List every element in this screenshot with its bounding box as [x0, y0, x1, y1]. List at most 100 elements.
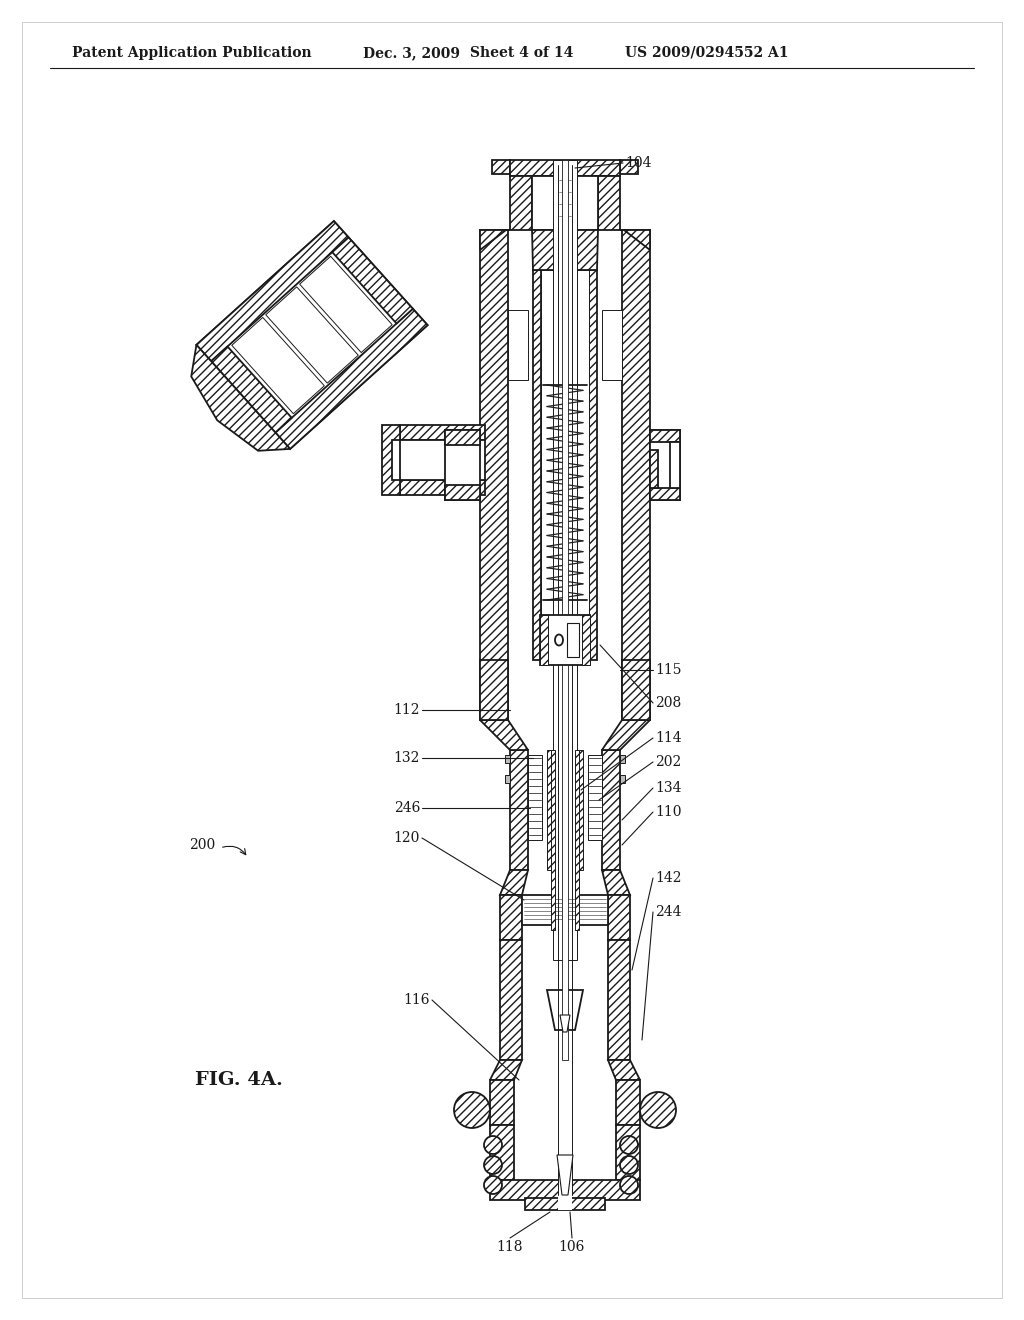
Bar — [588, 755, 602, 840]
Bar — [575, 750, 579, 931]
Bar — [505, 755, 510, 763]
Bar — [620, 755, 625, 763]
Bar — [551, 750, 555, 931]
Text: 134: 134 — [655, 781, 682, 795]
Bar — [505, 775, 510, 783]
Bar — [400, 440, 485, 480]
Bar — [620, 775, 625, 783]
Bar — [197, 220, 348, 362]
Polygon shape — [560, 1015, 570, 1032]
Text: 120: 120 — [393, 832, 420, 845]
Bar — [445, 484, 480, 500]
Text: Dec. 3, 2009: Dec. 3, 2009 — [362, 46, 460, 59]
Bar — [567, 623, 579, 657]
Bar — [532, 176, 598, 230]
Bar — [490, 1125, 514, 1180]
Bar — [542, 750, 588, 870]
Bar — [553, 160, 577, 960]
Text: US 2009/0294552 A1: US 2009/0294552 A1 — [625, 46, 788, 59]
Text: 244: 244 — [655, 906, 682, 919]
Circle shape — [454, 1092, 490, 1129]
Bar — [589, 271, 597, 660]
Polygon shape — [602, 870, 630, 895]
Text: 112: 112 — [393, 704, 420, 717]
Text: Sheet 4 of 14: Sheet 4 of 14 — [470, 46, 573, 59]
Bar — [445, 430, 480, 445]
Bar — [525, 1199, 605, 1210]
Bar — [211, 347, 292, 433]
Bar — [547, 750, 553, 870]
Text: 208: 208 — [655, 696, 681, 710]
Polygon shape — [191, 345, 290, 451]
Bar — [510, 160, 620, 176]
Bar — [492, 160, 510, 174]
Bar — [480, 660, 508, 719]
Text: 110: 110 — [655, 805, 682, 818]
Bar — [558, 165, 572, 1210]
Text: 132: 132 — [393, 751, 420, 766]
Bar — [650, 430, 680, 442]
Circle shape — [620, 1176, 638, 1195]
Polygon shape — [500, 870, 528, 895]
Bar — [332, 238, 413, 323]
Bar — [557, 165, 573, 240]
Bar — [622, 660, 650, 719]
Bar — [528, 755, 542, 840]
Circle shape — [620, 1137, 638, 1154]
Bar — [500, 895, 522, 940]
Polygon shape — [557, 1155, 573, 1195]
Polygon shape — [480, 719, 528, 750]
Bar — [445, 430, 480, 500]
Bar — [650, 488, 680, 500]
Polygon shape — [382, 425, 400, 495]
Bar — [508, 310, 528, 380]
Bar — [602, 750, 620, 870]
Bar — [582, 615, 590, 665]
Circle shape — [484, 1137, 502, 1154]
Bar — [602, 310, 622, 380]
Bar — [608, 895, 630, 940]
Text: 202: 202 — [655, 755, 681, 770]
Bar — [540, 615, 590, 665]
Polygon shape — [490, 1060, 522, 1080]
Bar — [197, 220, 428, 449]
Bar — [534, 271, 541, 660]
Bar — [608, 940, 630, 1060]
Bar — [480, 230, 508, 719]
Bar — [650, 430, 680, 500]
Circle shape — [640, 1092, 676, 1129]
Text: 142: 142 — [655, 871, 682, 884]
Ellipse shape — [555, 635, 563, 645]
Bar — [231, 317, 325, 413]
Bar — [541, 271, 589, 660]
Text: 115: 115 — [655, 663, 682, 677]
Bar — [598, 176, 620, 230]
Bar — [510, 176, 532, 230]
Bar — [616, 1125, 640, 1180]
Bar — [490, 1080, 514, 1125]
Bar — [500, 940, 522, 1060]
Polygon shape — [547, 990, 583, 1030]
Bar — [266, 286, 358, 383]
Text: 114: 114 — [655, 731, 682, 744]
Text: FIG. 4A.: FIG. 4A. — [195, 1071, 283, 1089]
Bar — [540, 615, 548, 665]
Text: 106: 106 — [559, 1239, 585, 1254]
Polygon shape — [532, 230, 598, 271]
Bar — [300, 256, 392, 352]
Text: 200: 200 — [188, 838, 215, 851]
Bar — [650, 450, 658, 488]
Text: Patent Application Publication: Patent Application Publication — [72, 46, 311, 59]
Text: 246: 246 — [393, 801, 420, 814]
Circle shape — [620, 1156, 638, 1173]
Bar — [400, 480, 485, 495]
Polygon shape — [620, 230, 650, 249]
Bar — [616, 1080, 640, 1125]
Polygon shape — [480, 230, 510, 249]
Polygon shape — [608, 1060, 640, 1080]
Polygon shape — [602, 719, 650, 750]
Text: 116: 116 — [403, 993, 430, 1007]
Bar — [670, 442, 680, 488]
Bar — [522, 895, 608, 925]
Bar — [622, 230, 650, 719]
